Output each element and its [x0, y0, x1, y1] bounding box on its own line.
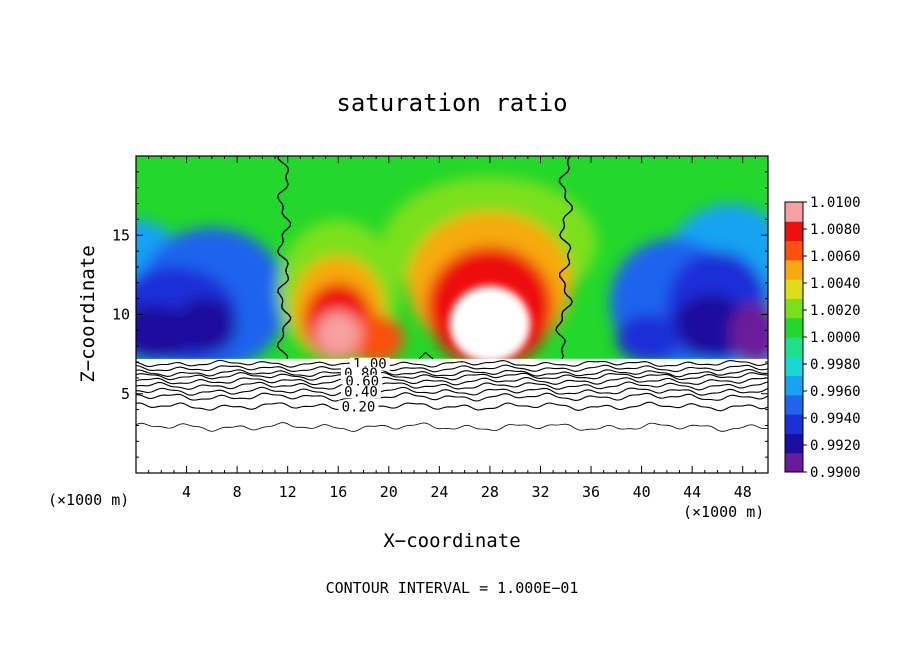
x-axis-ticks: 4 8 12 16 20 24 28 32 36 40 44 48	[148, 156, 756, 501]
colorbar-label: 1.0040	[810, 276, 861, 292]
x-tick-label: 32	[531, 483, 549, 501]
colorbar-label: 0.9960	[810, 384, 861, 400]
x-tick-label: 48	[734, 483, 752, 501]
saturation-field	[136, 156, 768, 473]
x-tick-label: 44	[683, 483, 701, 501]
field-blob	[315, 311, 361, 356]
colorbar-swatch	[785, 356, 803, 377]
contour-labels: 1.000.800.600.400.20	[338, 357, 390, 415]
contour-label-box	[338, 400, 379, 414]
colorbar-label: 0.9940	[810, 411, 861, 427]
x-tick-label: 12	[279, 483, 297, 501]
field-peak	[449, 285, 531, 363]
x-tick-label: 40	[633, 483, 651, 501]
colorbar-label: 1.0080	[810, 222, 861, 238]
colorbar-label: 1.0000	[810, 330, 861, 346]
colorbar-swatch	[785, 221, 803, 242]
x-tick-label: 16	[329, 483, 347, 501]
saturation-one-line	[276, 156, 292, 359]
contour-line	[136, 386, 768, 397]
contour-label-box	[340, 385, 381, 399]
colorbar-swatch	[785, 298, 803, 319]
x-tick-label: 36	[582, 483, 600, 501]
contour-interval-note: CONTOUR INTERVAL = 1.000E−01	[326, 579, 579, 597]
colorbar-swatch	[785, 240, 803, 261]
chart-title: saturation ratio	[336, 89, 567, 117]
contour-label: 0.20	[342, 399, 376, 415]
x-tick-label: 4	[182, 483, 191, 501]
z-axis-ticks: 5 10 15	[112, 171, 768, 458]
z-axis-label: Z−coordinate	[77, 245, 99, 382]
x-tick-label: 28	[481, 483, 499, 501]
contour-line	[136, 392, 768, 402]
x-unit-label-left: (×1000 m)	[48, 491, 129, 509]
colorbar-label: 0.9900	[810, 465, 861, 481]
colorbar-swatch	[785, 337, 803, 357]
saturation-one-contours	[276, 156, 574, 360]
colorbar-label: 0.9980	[810, 357, 861, 373]
field-blob	[673, 293, 750, 358]
colorbar-swatch	[785, 433, 803, 454]
z-tick-label: 15	[112, 226, 130, 244]
z-tick-label: 5	[121, 385, 130, 403]
z-tick-label: 10	[112, 306, 130, 324]
colorbar-swatch	[785, 375, 803, 396]
x-tick-label: 20	[380, 483, 398, 501]
contour-line	[136, 401, 768, 412]
contour-label: 0.40	[344, 384, 378, 400]
colorbar-label: 1.0100	[810, 195, 861, 211]
contour-line	[136, 376, 768, 386]
colorbar-swatch	[785, 394, 803, 415]
colorbar-swatch	[785, 279, 803, 299]
contour-line	[136, 381, 768, 391]
x-tick-label: 24	[430, 483, 448, 501]
colorbar-swatch	[785, 414, 803, 434]
x-unit-label-right: (×1000 m)	[683, 503, 764, 521]
contour-line	[136, 368, 768, 378]
field-blob	[616, 314, 680, 363]
colorbar-label: 1.0060	[810, 249, 861, 265]
saturation-one-line	[555, 156, 574, 360]
colorbar-swatch	[785, 259, 803, 280]
contour-line	[136, 371, 768, 381]
colorbar-label: 0.9920	[810, 438, 861, 454]
colorbar: 1.0100 1.0080 1.0060 1.0040 1.0020 1.0000 0.99…	[784, 195, 861, 481]
field-blob	[730, 301, 768, 366]
contour-line	[136, 364, 768, 373]
x-tick-label: 8	[233, 483, 242, 501]
colorbar-swatch	[785, 317, 803, 338]
saturation-one-line	[418, 351, 434, 360]
colorbar-swatch	[785, 452, 803, 473]
colorbar-label: 1.0020	[810, 303, 861, 319]
cloud-fraction-contours	[136, 359, 768, 432]
field-blob	[348, 314, 404, 363]
contour-line	[136, 422, 768, 432]
contour-line	[136, 359, 768, 368]
colorbar-swatch	[785, 202, 803, 222]
contour-label-box	[342, 375, 383, 389]
field-blob	[175, 297, 236, 355]
x-axis-label: X−coordinate	[383, 530, 520, 552]
